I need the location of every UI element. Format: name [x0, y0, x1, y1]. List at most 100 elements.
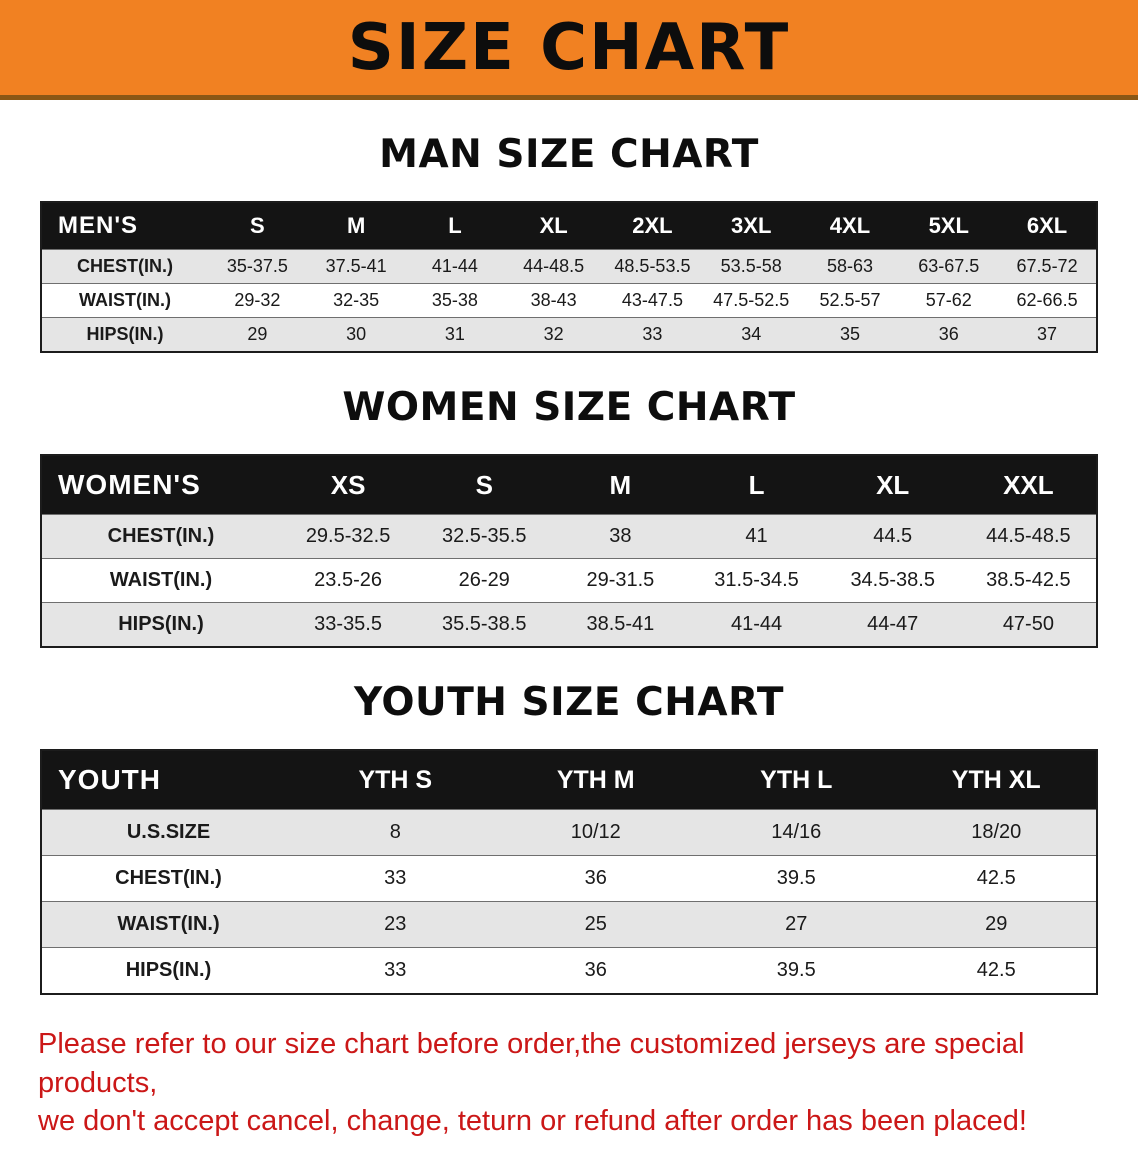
value-cell: 25	[584, 913, 607, 935]
value-cell: 38	[609, 525, 632, 547]
value-cell: 58-63	[826, 256, 873, 276]
size-chart-page: SIZE CHART MAN SIZE CHART MEN'S S M L XL 2XL 3…	[0, 0, 1138, 1137]
size-column-header: M	[552, 455, 689, 515]
size-column-header: 5XL	[899, 202, 999, 250]
measurement-row: WAIST(IN.) 29-32 32-35 35-38 38-43 43-47.5 47.…	[41, 283, 1097, 318]
value-cell: 23.5-26	[314, 569, 382, 591]
youth-size-table: YOUTH YTH S YTH M YTH L YTH XL U.S.SIZE 8 10/12…	[40, 749, 1098, 995]
value-cell: 41	[745, 525, 768, 547]
value-cell: 23	[384, 913, 407, 935]
value-cell: 57-62	[925, 290, 972, 310]
value-cell: 35-38	[431, 290, 478, 310]
table-title-cell: MEN'S	[41, 202, 208, 250]
value-cell: 36	[584, 959, 607, 981]
measurement-row: U.S.SIZE 8 10/12 14/16 18/20	[41, 809, 1097, 856]
value-cell: 35	[839, 324, 860, 344]
value-cell: 31	[444, 324, 465, 344]
youth-size-section: YOUTH SIZE CHART YOUTH YTH S YTH M YTH L YTH…	[0, 680, 1138, 995]
row-label-cell: U.S.SIZE	[126, 821, 211, 843]
size-column-header: L	[688, 455, 825, 515]
value-cell: 8	[389, 821, 401, 843]
value-cell: 33	[642, 324, 663, 344]
value-cell: 30	[346, 324, 367, 344]
row-label-cell: CHEST(IN.)	[107, 525, 215, 547]
size-column-header: 2XL	[603, 202, 702, 250]
women-size-section: WOMEN SIZE CHART WOMEN'S XS S M L XL XXL CHEST(…	[0, 385, 1138, 648]
value-cell: 33	[384, 959, 407, 981]
measurement-row: HIPS(IN.) 29 30 31 32 33 34 35 36 37	[41, 317, 1097, 352]
row-label-cell: HIPS(IN.)	[118, 613, 204, 635]
women-section-heading: WOMEN SIZE CHART	[342, 385, 796, 430]
size-column-header: YTH S	[295, 750, 496, 810]
size-column-header: YTH L	[696, 750, 897, 810]
measurement-row: WAIST(IN.) 23 25 27 29	[41, 901, 1097, 948]
value-cell: 37	[1037, 324, 1058, 344]
size-column-header: YTH M	[495, 750, 696, 810]
value-cell: 35-37.5	[226, 256, 288, 276]
men-section-heading: MAN SIZE CHART	[379, 132, 759, 177]
measurement-row: WAIST(IN.) 23.5-26 26-29 29-31.5 31.5-34.5 34…	[41, 558, 1097, 603]
banner: SIZE CHART	[0, 0, 1138, 100]
size-column-header: 3XL	[701, 202, 801, 250]
value-cell: 47.5-52.5	[713, 290, 790, 310]
row-label-cell: WAIST(IN.)	[109, 569, 213, 591]
measurement-row: CHEST(IN.) 33 36 39.5 42.5	[41, 855, 1097, 902]
measurement-row: CHEST(IN.) 35-37.5 37.5-41 41-44 44-48.5 48.5…	[41, 249, 1097, 284]
value-cell: 36	[938, 324, 959, 344]
value-cell: 38.5-41	[586, 613, 655, 635]
header-row: YOUTH YTH S YTH M YTH L YTH XL	[41, 750, 1097, 810]
value-cell: 33	[384, 867, 407, 889]
value-cell: 62-66.5	[1016, 290, 1078, 310]
size-column-header: 6XL	[998, 202, 1097, 250]
table-title-cell: WOMEN'S	[41, 455, 280, 515]
value-cell: 39.5	[776, 867, 816, 889]
value-cell: 26-29	[458, 569, 510, 591]
value-cell: 29-31.5	[586, 569, 655, 591]
value-cell: 32-35	[333, 290, 380, 310]
value-cell: 29	[985, 913, 1008, 935]
men-size-section: MAN SIZE CHART MEN'S S M L XL 2XL 3XL 4XL 5XL 6XL…	[0, 132, 1138, 353]
value-cell: 32	[543, 324, 564, 344]
row-label-cell: WAIST(IN.)	[79, 290, 171, 310]
table-title-cell: YOUTH	[41, 750, 295, 810]
value-cell: 67.5-72	[1016, 256, 1078, 276]
size-column-header: XXL	[960, 455, 1097, 515]
value-cell: 34.5-38.5	[850, 569, 935, 591]
value-cell: 18/20	[971, 821, 1022, 843]
value-cell: 52.5-57	[819, 290, 881, 310]
value-cell: 38.5-42.5	[986, 569, 1071, 591]
page-title: SIZE CHART	[347, 10, 791, 85]
row-label-cell: WAIST(IN.)	[117, 913, 220, 935]
value-cell: 37.5-41	[325, 256, 387, 276]
value-cell: 36	[584, 867, 607, 889]
size-column-header: L	[405, 202, 505, 250]
youth-section-heading: YOUTH SIZE CHART	[354, 680, 784, 725]
measurement-row: HIPS(IN.) 33 36 39.5 42.5	[41, 947, 1097, 995]
measurement-row: CHEST(IN.) 29.5-32.5 32.5-35.5 38 41 44.5 44.5…	[41, 514, 1097, 559]
row-label-cell: CHEST(IN.)	[115, 867, 222, 889]
size-column-header: S	[208, 202, 307, 250]
value-cell: 38-43	[530, 290, 577, 310]
value-cell: 35.5-38.5	[441, 613, 527, 635]
value-cell: 39.5	[776, 959, 816, 981]
value-cell: 41-44	[730, 613, 783, 635]
women-size-table: WOMEN'S XS S M L XL XXL CHEST(IN.) 29.5-32.5 32.5…	[40, 454, 1098, 648]
value-cell: 32.5-35.5	[441, 525, 527, 547]
value-cell: 63-67.5	[918, 256, 980, 276]
row-label-cell: HIPS(IN.)	[125, 959, 212, 981]
value-cell: 10/12	[570, 821, 621, 843]
value-cell: 29.5-32.5	[305, 525, 391, 547]
value-cell: 44-48.5	[523, 256, 585, 276]
value-cell: 48.5-53.5	[614, 256, 691, 276]
value-cell: 47-50	[1002, 613, 1054, 635]
size-column-header: XL	[824, 455, 961, 515]
value-cell: 44.5-48.5	[986, 525, 1071, 547]
size-column-header: S	[416, 455, 553, 515]
value-cell: 41-44	[431, 256, 478, 276]
size-column-header: 4XL	[800, 202, 900, 250]
value-cell: 33-35.5	[314, 613, 382, 635]
men-size-table: MEN'S S M L XL 2XL 3XL 4XL 5XL 6XL CHEST(IN.) 35-37…	[40, 201, 1098, 353]
value-cell: 44.5	[873, 525, 913, 547]
size-column-header: M	[306, 202, 406, 250]
value-cell: 29	[247, 324, 268, 344]
